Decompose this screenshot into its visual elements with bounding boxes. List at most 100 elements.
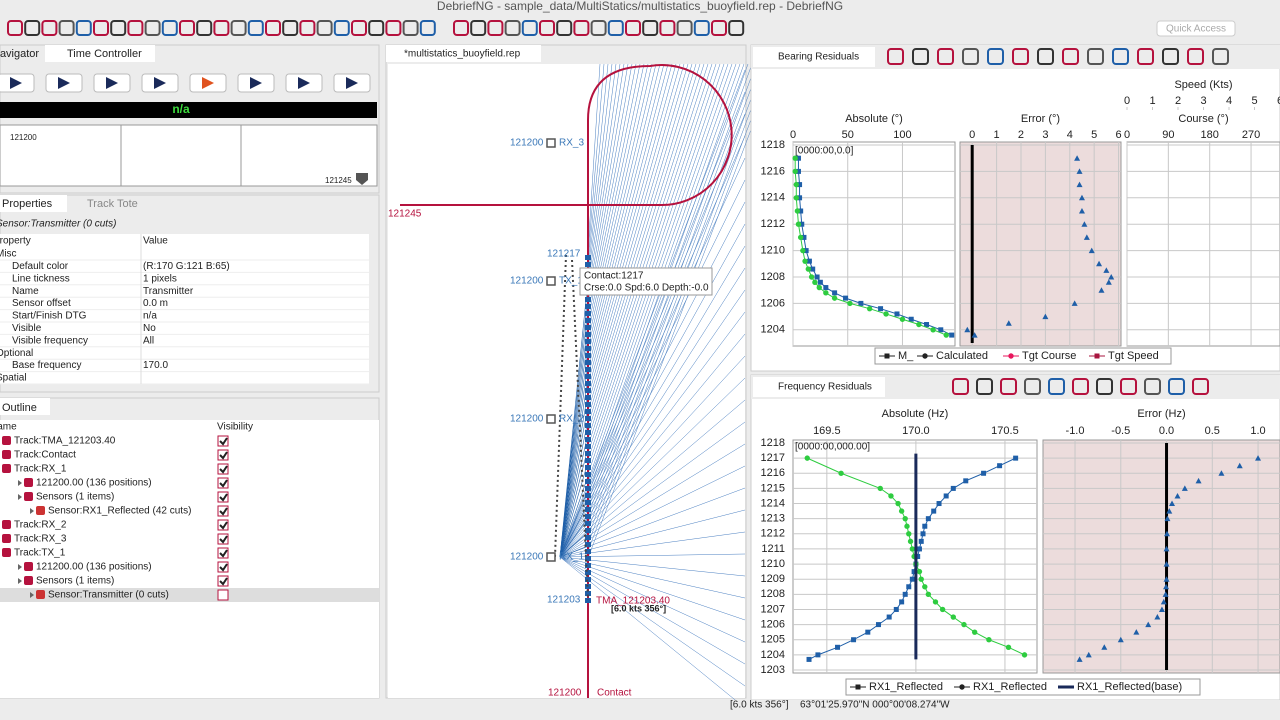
tree-label[interactable]: Track:RX_1	[14, 464, 67, 475]
tab-active[interactable]	[0, 195, 67, 212]
toolbar-button[interactable]	[1162, 48, 1179, 65]
toolbar-button[interactable]	[402, 20, 419, 36]
toolbar-button[interactable]	[93, 20, 109, 36]
toolbar-button[interactable]	[642, 20, 659, 36]
toolbar-button[interactable]	[368, 20, 385, 36]
toolbar-button[interactable]	[1096, 378, 1113, 395]
toolbar-button[interactable]	[962, 48, 979, 65]
toolbar-button[interactable]	[385, 20, 402, 36]
toolbar-button[interactable]	[1212, 48, 1229, 65]
tree-arrow[interactable]	[18, 480, 22, 486]
toolbar-button[interactable]	[487, 20, 504, 36]
toolbar-button[interactable]	[1187, 48, 1204, 65]
tree-label[interactable]: Track:RX_2	[14, 520, 67, 531]
toolbar-button[interactable]	[24, 20, 41, 36]
toolbar-button[interactable]	[1024, 378, 1041, 395]
visibility-checkbox[interactable]	[217, 449, 229, 461]
toolbar-button[interactable]	[144, 20, 161, 36]
tab-active[interactable]	[45, 45, 155, 62]
toolbar-button[interactable]	[1037, 48, 1054, 65]
tab[interactable]: Properties	[2, 198, 53, 210]
toolbar-button[interactable]	[299, 20, 316, 36]
toolbar-button[interactable]	[7, 20, 23, 36]
property-value[interactable]: All	[143, 335, 154, 346]
toolbar-button[interactable]	[213, 20, 230, 36]
visibility-checkbox[interactable]	[217, 477, 229, 489]
toolbar-button[interactable]	[161, 20, 178, 36]
tree-arrow[interactable]	[18, 564, 22, 570]
visibility-checkbox[interactable]	[217, 547, 229, 559]
tab-active[interactable]	[753, 377, 885, 397]
toolbar-button[interactable]	[316, 20, 333, 36]
toolbar-button[interactable]	[952, 378, 969, 395]
tree-arrow[interactable]	[18, 578, 22, 584]
toolbar-button[interactable]	[504, 20, 521, 36]
toolbar-button[interactable]	[728, 20, 745, 36]
visibility-checkbox[interactable]	[217, 505, 229, 517]
tab[interactable]: *multistatics_buoyfield.rep	[404, 49, 521, 60]
property-value[interactable]: 170.0	[143, 360, 168, 371]
toolbar-button[interactable]	[127, 20, 144, 36]
tab-active[interactable]	[753, 47, 875, 67]
toolbar-button[interactable]	[1012, 48, 1029, 65]
toolbar-button[interactable]	[887, 48, 904, 65]
toolbar-button[interactable]	[539, 20, 555, 36]
toolbar-button[interactable]	[976, 378, 993, 395]
visibility-checkbox[interactable]	[217, 561, 229, 573]
toolbar-button[interactable]	[265, 20, 281, 36]
toolbar-button[interactable]	[912, 48, 929, 65]
tree-label[interactable]: Sensor:RX1_Reflected (42 cuts)	[48, 506, 191, 517]
visibility-checkbox[interactable]	[217, 463, 229, 475]
visibility-checkbox[interactable]	[217, 491, 229, 503]
toolbar-button[interactable]	[351, 20, 367, 36]
property-value[interactable]: 1 pixels	[143, 273, 177, 284]
property-value[interactable]: n/a	[143, 311, 157, 322]
toolbar-button[interactable]	[937, 48, 954, 65]
toolbar-button[interactable]	[1072, 378, 1089, 395]
toolbar-button[interactable]	[676, 20, 693, 36]
toolbar-button[interactable]	[607, 20, 624, 36]
visibility-checkbox[interactable]	[217, 589, 229, 601]
tree-label[interactable]: Track:RX_3	[14, 534, 67, 545]
tree-arrow[interactable]	[30, 508, 34, 514]
toolbar-button[interactable]	[58, 20, 75, 36]
toolbar-button[interactable]	[179, 20, 195, 36]
tree-label[interactable]: Track:Contact	[14, 450, 76, 461]
toolbar-button[interactable]	[75, 20, 92, 36]
tab-active[interactable]	[386, 45, 541, 62]
quick-access[interactable]	[1156, 20, 1236, 37]
toolbar-button[interactable]	[1168, 378, 1185, 395]
property-value[interactable]: 0.0 m	[143, 298, 168, 309]
toolbar-button[interactable]	[333, 20, 350, 36]
toolbar-button[interactable]	[987, 48, 1004, 65]
tab[interactable]: Navigator	[0, 48, 39, 60]
tree-label[interactable]: Track:TX_1	[14, 548, 66, 559]
toolbar-button[interactable]	[282, 20, 299, 36]
toolbar-button[interactable]	[1137, 48, 1154, 65]
tab[interactable]: Time Controller	[67, 48, 142, 60]
toolbar-button[interactable]	[1087, 48, 1104, 65]
tab[interactable]: Bearing Residuals	[778, 52, 859, 63]
toolbar-button[interactable]	[556, 20, 573, 36]
tab[interactable]: Frequency Residuals	[778, 382, 872, 393]
toolbar-button[interactable]	[470, 20, 487, 36]
toolbar-button[interactable]	[41, 20, 58, 36]
toolbar-button[interactable]	[590, 20, 607, 36]
toolbar-button[interactable]	[247, 20, 264, 36]
toolbar-button[interactable]	[573, 20, 590, 36]
tree-label[interactable]: Track:TMA_121203.40	[14, 436, 116, 447]
tree-arrow[interactable]	[30, 592, 34, 598]
toolbar-button[interactable]	[230, 20, 247, 36]
visibility-checkbox[interactable]	[217, 575, 229, 587]
property-value[interactable]: (R:170 G:121 B:65)	[143, 261, 230, 272]
toolbar-button[interactable]	[419, 20, 436, 36]
toolbar-button[interactable]	[1062, 48, 1079, 65]
visibility-checkbox[interactable]	[217, 519, 229, 531]
toolbar-button[interactable]	[711, 20, 727, 36]
tab-active[interactable]	[0, 398, 50, 415]
property-value[interactable]: Transmitter	[143, 286, 194, 297]
tab[interactable]: Outline	[2, 402, 37, 414]
visibility-checkbox[interactable]	[217, 435, 229, 447]
tree-label[interactable]: Sensors (1 items)	[36, 492, 114, 503]
tree-label[interactable]: Sensors (1 items)	[36, 576, 114, 587]
